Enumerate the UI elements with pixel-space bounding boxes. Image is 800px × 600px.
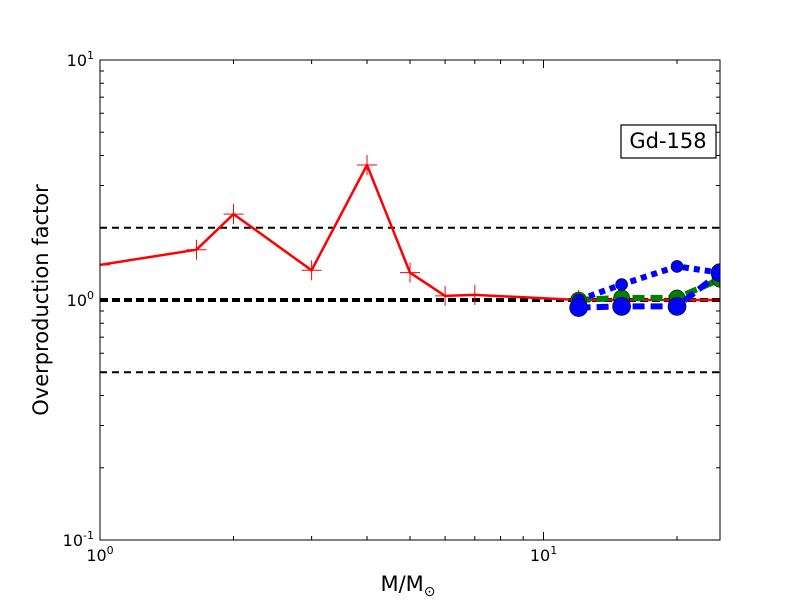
x-tick-label-0: 100 bbox=[86, 544, 113, 565]
series-3-point-2 bbox=[667, 297, 687, 316]
x-axis-label-main: M/M bbox=[380, 572, 423, 596]
annotation-frame bbox=[620, 124, 717, 159]
series-0-point-6 bbox=[435, 285, 456, 306]
y-axis-label: Overproduction factor bbox=[29, 184, 53, 416]
annotation-label: Gd-158 bbox=[629, 129, 706, 153]
series-0-point-1 bbox=[186, 239, 207, 260]
series-0-point-3 bbox=[301, 260, 322, 281]
series-3-point-1 bbox=[612, 297, 631, 316]
y-tick-label-0: 10-1 bbox=[63, 529, 94, 550]
x-tick-label-1: 101 bbox=[530, 544, 557, 565]
series-0-point-2 bbox=[223, 204, 244, 225]
annotation-box: Gd-158 bbox=[620, 124, 717, 159]
series-2-point-2 bbox=[670, 260, 684, 273]
series-0-point-5 bbox=[400, 262, 420, 283]
y-tick-label-2: 101 bbox=[67, 49, 94, 70]
series-2-point-1 bbox=[615, 278, 628, 291]
x-axis-label-sub: ⊙ bbox=[424, 584, 436, 600]
series-0-point-7 bbox=[464, 284, 485, 305]
y-tick-label-1: 100 bbox=[67, 289, 94, 310]
series-layer bbox=[100, 155, 720, 317]
series-0-point-0 bbox=[100, 254, 110, 275]
series-3-point-3 bbox=[710, 263, 720, 282]
series-2-line bbox=[577, 263, 720, 303]
series-3-point-0 bbox=[569, 298, 588, 317]
series-0-point-4 bbox=[357, 155, 378, 176]
series-3-line bbox=[578, 270, 720, 311]
x-axis-label: M/M⊙ bbox=[380, 572, 435, 600]
series-1-line bbox=[578, 276, 720, 303]
